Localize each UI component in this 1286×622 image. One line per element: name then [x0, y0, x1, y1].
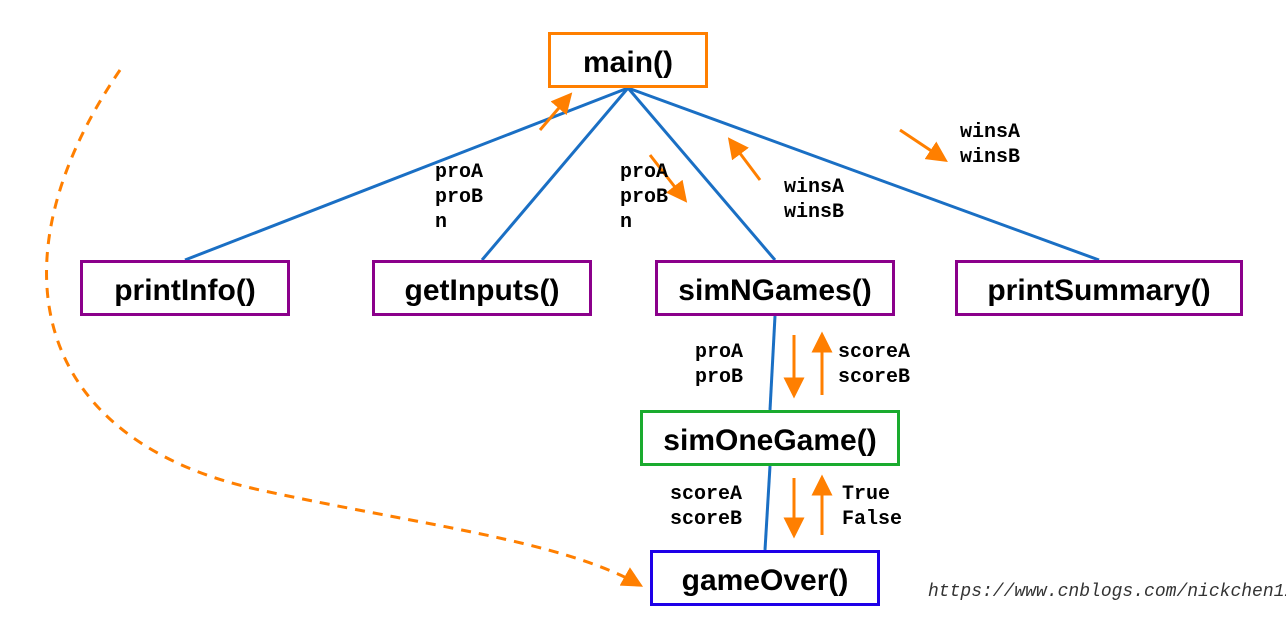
- node-gameOver: gameOver(): [650, 550, 880, 606]
- node-printSummary: printSummary(): [955, 260, 1243, 316]
- flow-arrow-0: [540, 95, 570, 130]
- flow-label-4: proA proB: [695, 340, 743, 390]
- flow-label-1: proA proB n: [620, 160, 668, 235]
- dashed-curve: [47, 70, 640, 585]
- edge-main-printInfo: [185, 88, 628, 260]
- node-printInfo: printInfo(): [80, 260, 290, 316]
- flow-label-0: proA proB n: [435, 160, 483, 235]
- edge-simOneGame-gameOver: [765, 466, 770, 550]
- node-simNGames: simNGames(): [655, 260, 895, 316]
- flow-label-6: scoreA scoreB: [670, 482, 742, 532]
- node-getInputs: getInputs(): [372, 260, 592, 316]
- attribution-text: https://www.cnblogs.com/nickchen121/: [928, 582, 1286, 602]
- edge-simNGames-simOneGame: [770, 316, 775, 410]
- flow-label-5: scoreA scoreB: [838, 340, 910, 390]
- flow-label-3: winsA winsB: [960, 120, 1020, 170]
- flow-arrow-3: [900, 130, 945, 160]
- node-main: main(): [548, 32, 708, 88]
- flow-arrow-2: [730, 140, 760, 180]
- flow-label-2: winsA winsB: [784, 175, 844, 225]
- node-simOneGame: simOneGame(): [640, 410, 900, 466]
- edge-main-printSummary: [628, 88, 1099, 260]
- edge-main-getInputs: [482, 88, 628, 260]
- flow-label-7: True False: [842, 482, 902, 532]
